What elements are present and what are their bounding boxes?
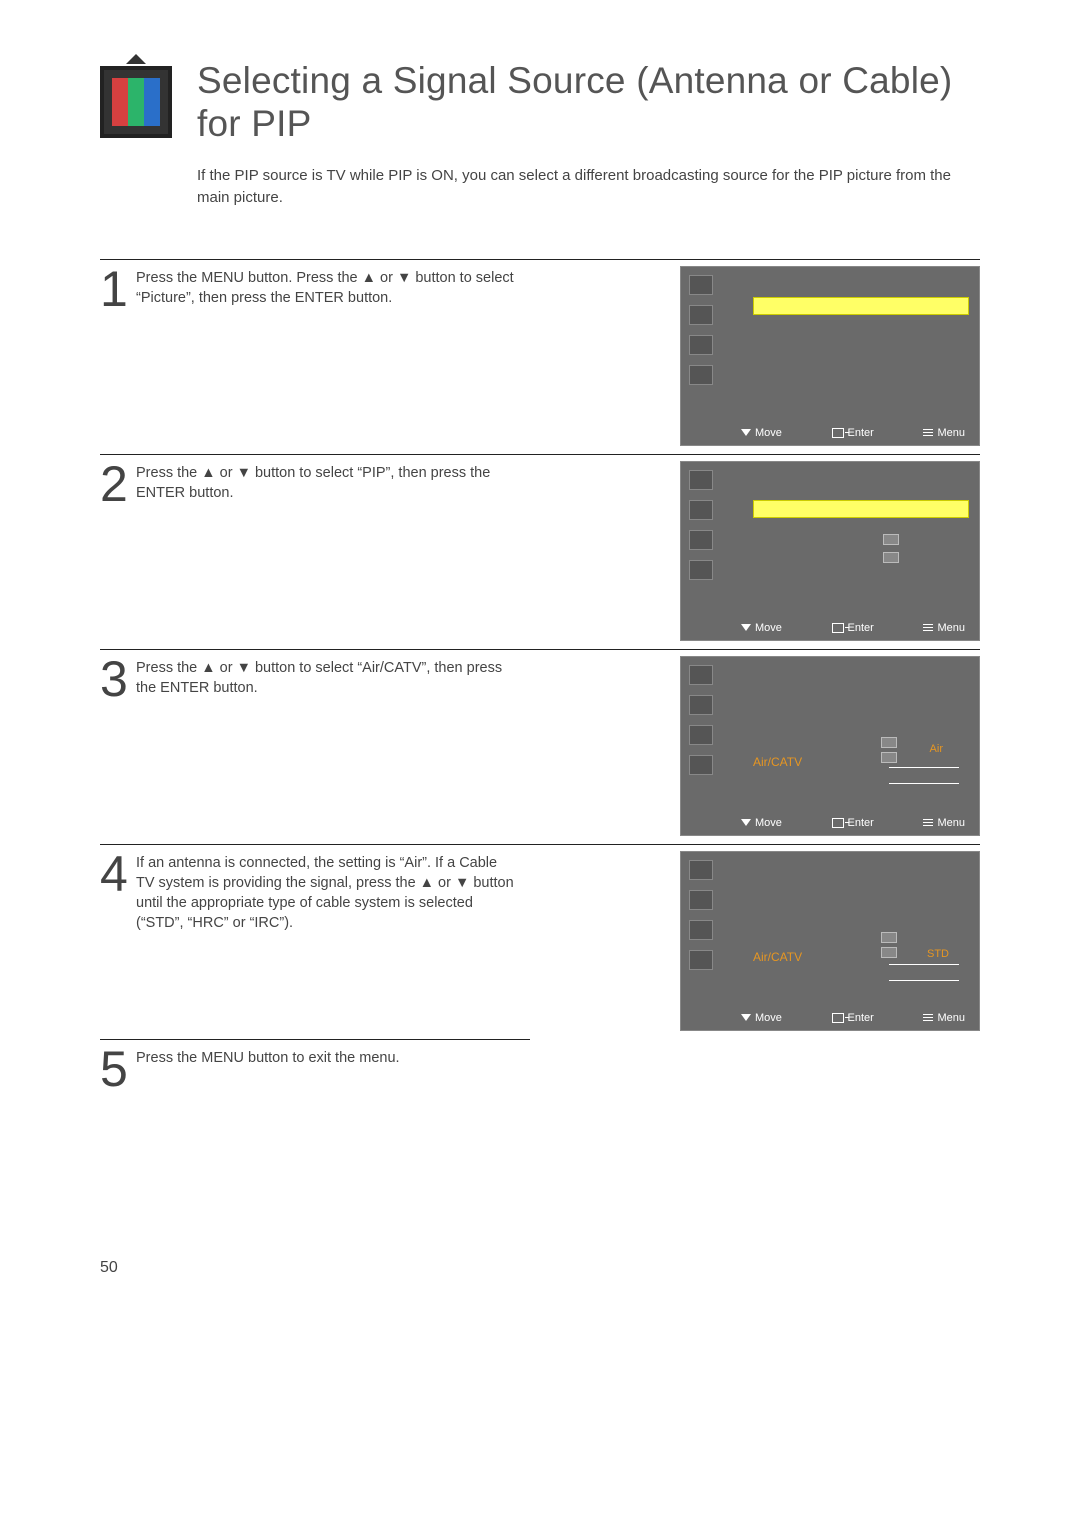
page-header: Selecting a Signal Source (Antenna or Ca…	[100, 60, 980, 145]
step-row: 3 Press the ▲ or ▼ button to select “Air…	[100, 649, 980, 844]
menu-value: Air	[930, 743, 943, 755]
down-icon	[741, 1014, 751, 1021]
enter-icon	[832, 623, 844, 633]
step-number: 4	[100, 849, 136, 899]
pip-thumb-icon	[883, 534, 899, 545]
step-text: Press the MENU button to exit the menu.	[136, 1046, 516, 1068]
step-row: 1 Press the MENU button. Press the ▲ or …	[100, 259, 980, 454]
osd-screenshot: Air/CATV STD Move Enter Menu	[680, 851, 980, 1031]
osd-screenshot: Move Enter Menu	[680, 266, 980, 446]
pip-thumb-icon	[881, 737, 897, 748]
enter-icon	[832, 818, 844, 828]
down-icon	[741, 819, 751, 826]
highlight-row	[753, 297, 969, 315]
enter-icon	[832, 1013, 844, 1023]
step-text: Press the ▲ or ▼ button to select “PIP”,…	[136, 461, 516, 504]
underline	[889, 980, 959, 981]
menu-icon-strip	[689, 470, 721, 580]
menu-icon	[923, 624, 933, 632]
pip-thumb-icon	[883, 552, 899, 563]
osd-footer: Move Enter Menu	[741, 427, 965, 439]
menu-label: Air/CATV	[753, 755, 802, 769]
step-text: If an antenna is connected, the setting …	[136, 851, 516, 934]
pip-thumb-icon	[881, 932, 897, 943]
highlight-row	[753, 500, 969, 518]
menu-icon	[923, 1014, 933, 1022]
step-text: Press the MENU button. Press the ▲ or ▼ …	[136, 266, 516, 309]
menu-icon-strip	[689, 860, 721, 970]
osd-screenshot: Move Enter Menu	[680, 461, 980, 641]
menu-icon	[923, 819, 933, 827]
enter-icon	[832, 428, 844, 438]
osd-footer: Move Enter Menu	[741, 1012, 965, 1024]
step-number: 3	[100, 654, 136, 704]
intro-text: If the PIP source is TV while PIP is ON,…	[197, 165, 980, 209]
page-title: Selecting a Signal Source (Antenna or Ca…	[197, 60, 980, 145]
step-row: 2 Press the ▲ or ▼ button to select “PIP…	[100, 454, 980, 649]
step-number: 1	[100, 264, 136, 314]
step-number: 5	[100, 1044, 136, 1094]
step-row: 4 If an antenna is connected, the settin…	[100, 844, 980, 1039]
pip-thumb-icon	[881, 947, 897, 958]
osd-screenshot: Air/CATV Air Move Enter Menu	[680, 656, 980, 836]
pip-thumb-icon	[881, 752, 897, 763]
osd-footer: Move Enter Menu	[741, 622, 965, 634]
page-number: 50	[100, 1259, 980, 1277]
tv-icon	[100, 66, 172, 138]
step-text: Press the ▲ or ▼ button to select “Air/C…	[136, 656, 516, 699]
steps-list: 1 Press the MENU button. Press the ▲ or …	[100, 259, 980, 1259]
step-number: 2	[100, 459, 136, 509]
step-row: 5 Press the MENU button to exit the menu…	[100, 1039, 530, 1099]
menu-icon-strip	[689, 665, 721, 775]
underline	[889, 964, 959, 965]
menu-label: Air/CATV	[753, 950, 802, 964]
underline	[889, 783, 959, 784]
down-icon	[741, 624, 751, 631]
underline	[889, 767, 959, 768]
osd-footer: Move Enter Menu	[741, 817, 965, 829]
menu-value: STD	[927, 948, 949, 960]
down-icon	[741, 429, 751, 436]
menu-icon-strip	[689, 275, 721, 385]
menu-icon	[923, 429, 933, 437]
